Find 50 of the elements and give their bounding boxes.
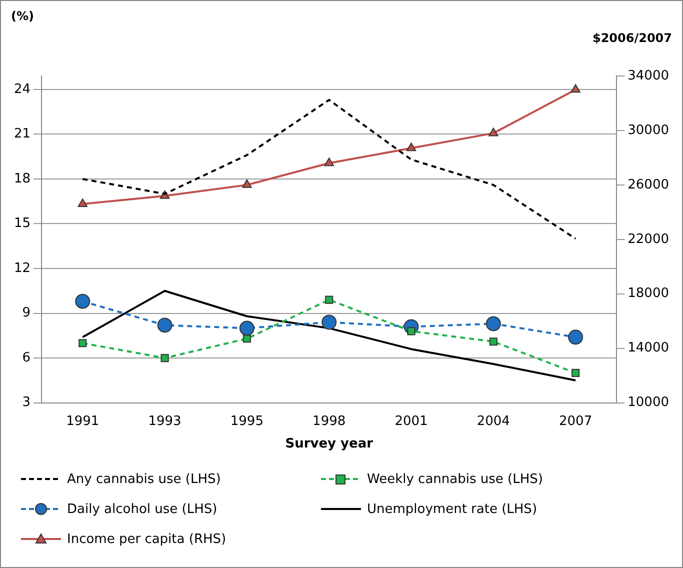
- x-tick-label: 2007: [559, 414, 592, 429]
- point: [160, 354, 169, 362]
- y2-tick-label: 26000: [628, 177, 670, 192]
- x-tick-label: 1995: [230, 414, 264, 429]
- line-series: [82, 98, 577, 240]
- point: [324, 158, 334, 166]
- point: [325, 296, 334, 304]
- point: [322, 314, 337, 330]
- legend-label: Unemployment rate (LHS): [367, 502, 538, 516]
- point: [488, 128, 498, 136]
- x-axis-title: Survey year: [285, 436, 374, 452]
- y-tick-label: 12: [14, 260, 31, 276]
- y2-tick-label: 10000: [628, 395, 670, 410]
- point: [78, 339, 87, 348]
- x-tick-label: 1993: [148, 414, 182, 429]
- y2-tick-label: 22000: [628, 232, 670, 247]
- y2-axis-title: $2006/2007: [592, 31, 672, 45]
- y-tick-label: 9: [22, 306, 31, 321]
- legend-label: Income per capita (RHS): [67, 532, 226, 546]
- y-tick-label: 24: [14, 82, 31, 97]
- point: [489, 338, 498, 346]
- legend-label: Daily alcohol use (LHS): [67, 502, 218, 516]
- point: [157, 318, 172, 333]
- x-tick-label: 2004: [476, 414, 510, 429]
- legend-label: Weekly cannabis use (LHS): [367, 472, 543, 486]
- legend-label: Any cannabis use (LHS): [67, 472, 221, 486]
- y2-tick-label: 18000: [628, 286, 670, 302]
- point: [78, 198, 88, 207]
- y2-tick-label: 34000: [628, 68, 670, 84]
- y2-tick-label: 30000: [628, 122, 670, 138]
- point: [568, 330, 584, 345]
- x-tick-label: 1991: [66, 414, 100, 429]
- x-tick-label: 1998: [312, 414, 346, 429]
- point: [486, 316, 501, 332]
- point: [239, 320, 254, 336]
- y-tick-label: 21: [14, 126, 31, 142]
- y-tick-label: 6: [22, 350, 31, 366]
- point: [572, 368, 580, 377]
- point: [570, 84, 580, 93]
- y-tick-label: 3: [22, 395, 31, 410]
- y2-tick-label: 14000: [628, 340, 670, 356]
- y-axis-title: (%): [11, 9, 34, 23]
- point: [75, 294, 90, 309]
- x-tick-label: 2001: [394, 414, 428, 429]
- point: [242, 179, 252, 188]
- point: [407, 327, 416, 336]
- y-tick-label: 18: [14, 171, 31, 186]
- y-tick-label: 15: [14, 216, 31, 232]
- point: [406, 142, 416, 152]
- point: [242, 334, 251, 343]
